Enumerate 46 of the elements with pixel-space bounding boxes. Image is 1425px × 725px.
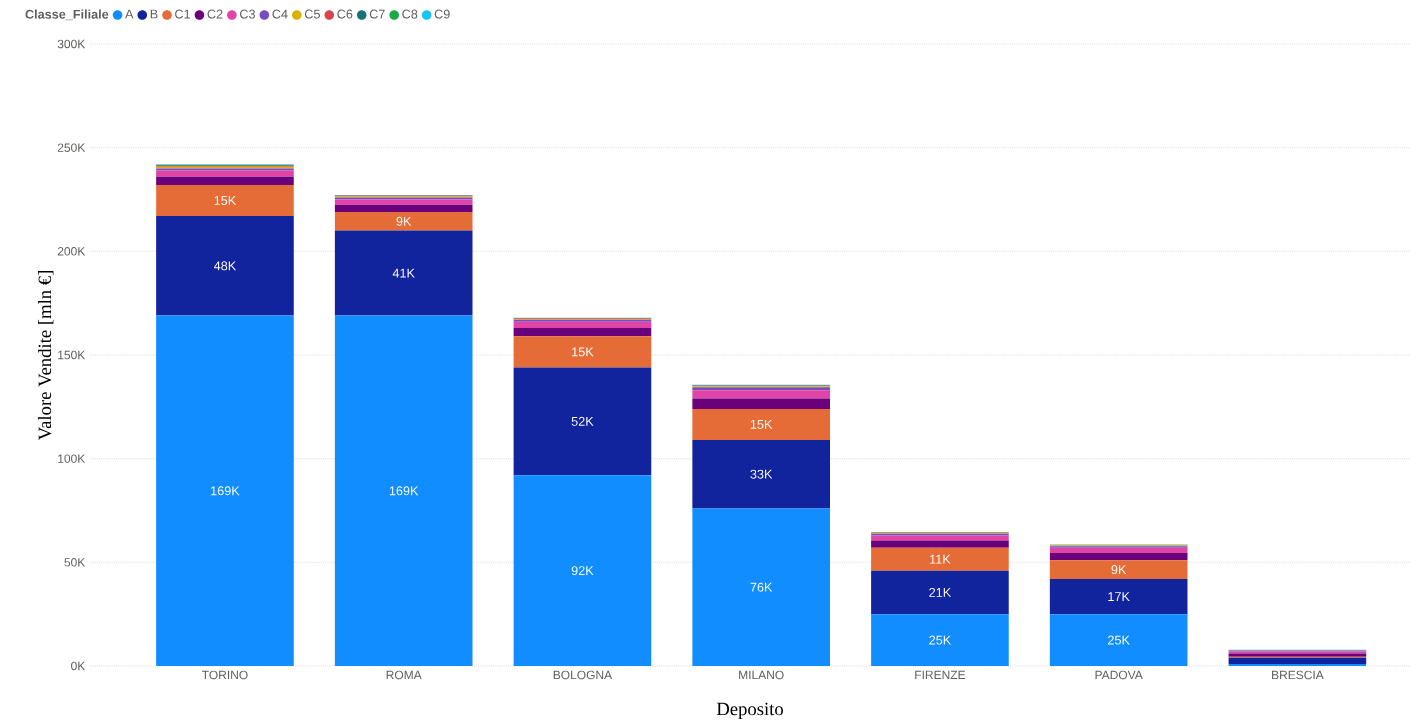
- legend-title: Classe_Filiale: [25, 9, 109, 21]
- x-tick-label: MILANO: [739, 670, 784, 680]
- legend-label: C5: [304, 9, 320, 19]
- legend-label: C4: [272, 9, 288, 19]
- data-label: 33K: [750, 469, 773, 479]
- data-label: 15K: [750, 420, 773, 429]
- x-tick-label: FIRENZE: [915, 670, 966, 679]
- data-label: 17K: [1108, 592, 1130, 601]
- x-tick-label: BOLOGNA: [553, 670, 613, 680]
- y-tick-label: 300K: [57, 39, 86, 49]
- y-tick-label: 150K: [58, 350, 86, 360]
- x-tick-label: BRESCIA: [1272, 670, 1324, 680]
- legend-label: C2: [207, 9, 223, 19]
- legend-label: C7: [369, 9, 385, 19]
- y-tick-label: 250K: [57, 143, 86, 152]
- data-label: 169K: [211, 486, 240, 496]
- y-tick-label: 100K: [58, 454, 86, 463]
- data-label: 92K: [571, 566, 594, 576]
- y-tick-label: 200K: [57, 247, 86, 256]
- x-tick-label: TORINO: [202, 670, 248, 680]
- legend-label: C6: [337, 9, 353, 19]
- data-label: 41K: [392, 268, 415, 278]
- x-axis-title: Deposito: [716, 702, 783, 720]
- data-label: 9K: [1111, 565, 1127, 575]
- x-tick-label: ROMA: [386, 670, 422, 680]
- legend-label: C3: [240, 9, 255, 19]
- x-tick-label: PADOVA: [1095, 670, 1143, 680]
- data-label: 15K: [214, 196, 237, 205]
- y-tick-label: 50K: [64, 558, 86, 567]
- data-label: 9K: [396, 216, 412, 226]
- y-axis-title: Valore Vendite [mln €]: [37, 271, 54, 441]
- data-label: 25K: [929, 635, 952, 645]
- data-label: 52K: [571, 416, 594, 426]
- data-label: 76K: [750, 582, 773, 592]
- data-label: 21K: [929, 587, 952, 597]
- data-label: 11K: [930, 554, 951, 564]
- data-label: 48K: [213, 261, 237, 271]
- legend-label: A: [125, 9, 134, 19]
- legend-label: C1: [175, 9, 191, 19]
- legend-label: B: [150, 9, 158, 19]
- data-label: 15K: [572, 347, 594, 357]
- data-label: 25K: [1108, 635, 1130, 645]
- legend-label: C8: [402, 9, 418, 19]
- legend-label: C9: [434, 9, 450, 19]
- data-label: 169K: [389, 486, 419, 496]
- y-tick-label: 0K: [71, 661, 86, 671]
